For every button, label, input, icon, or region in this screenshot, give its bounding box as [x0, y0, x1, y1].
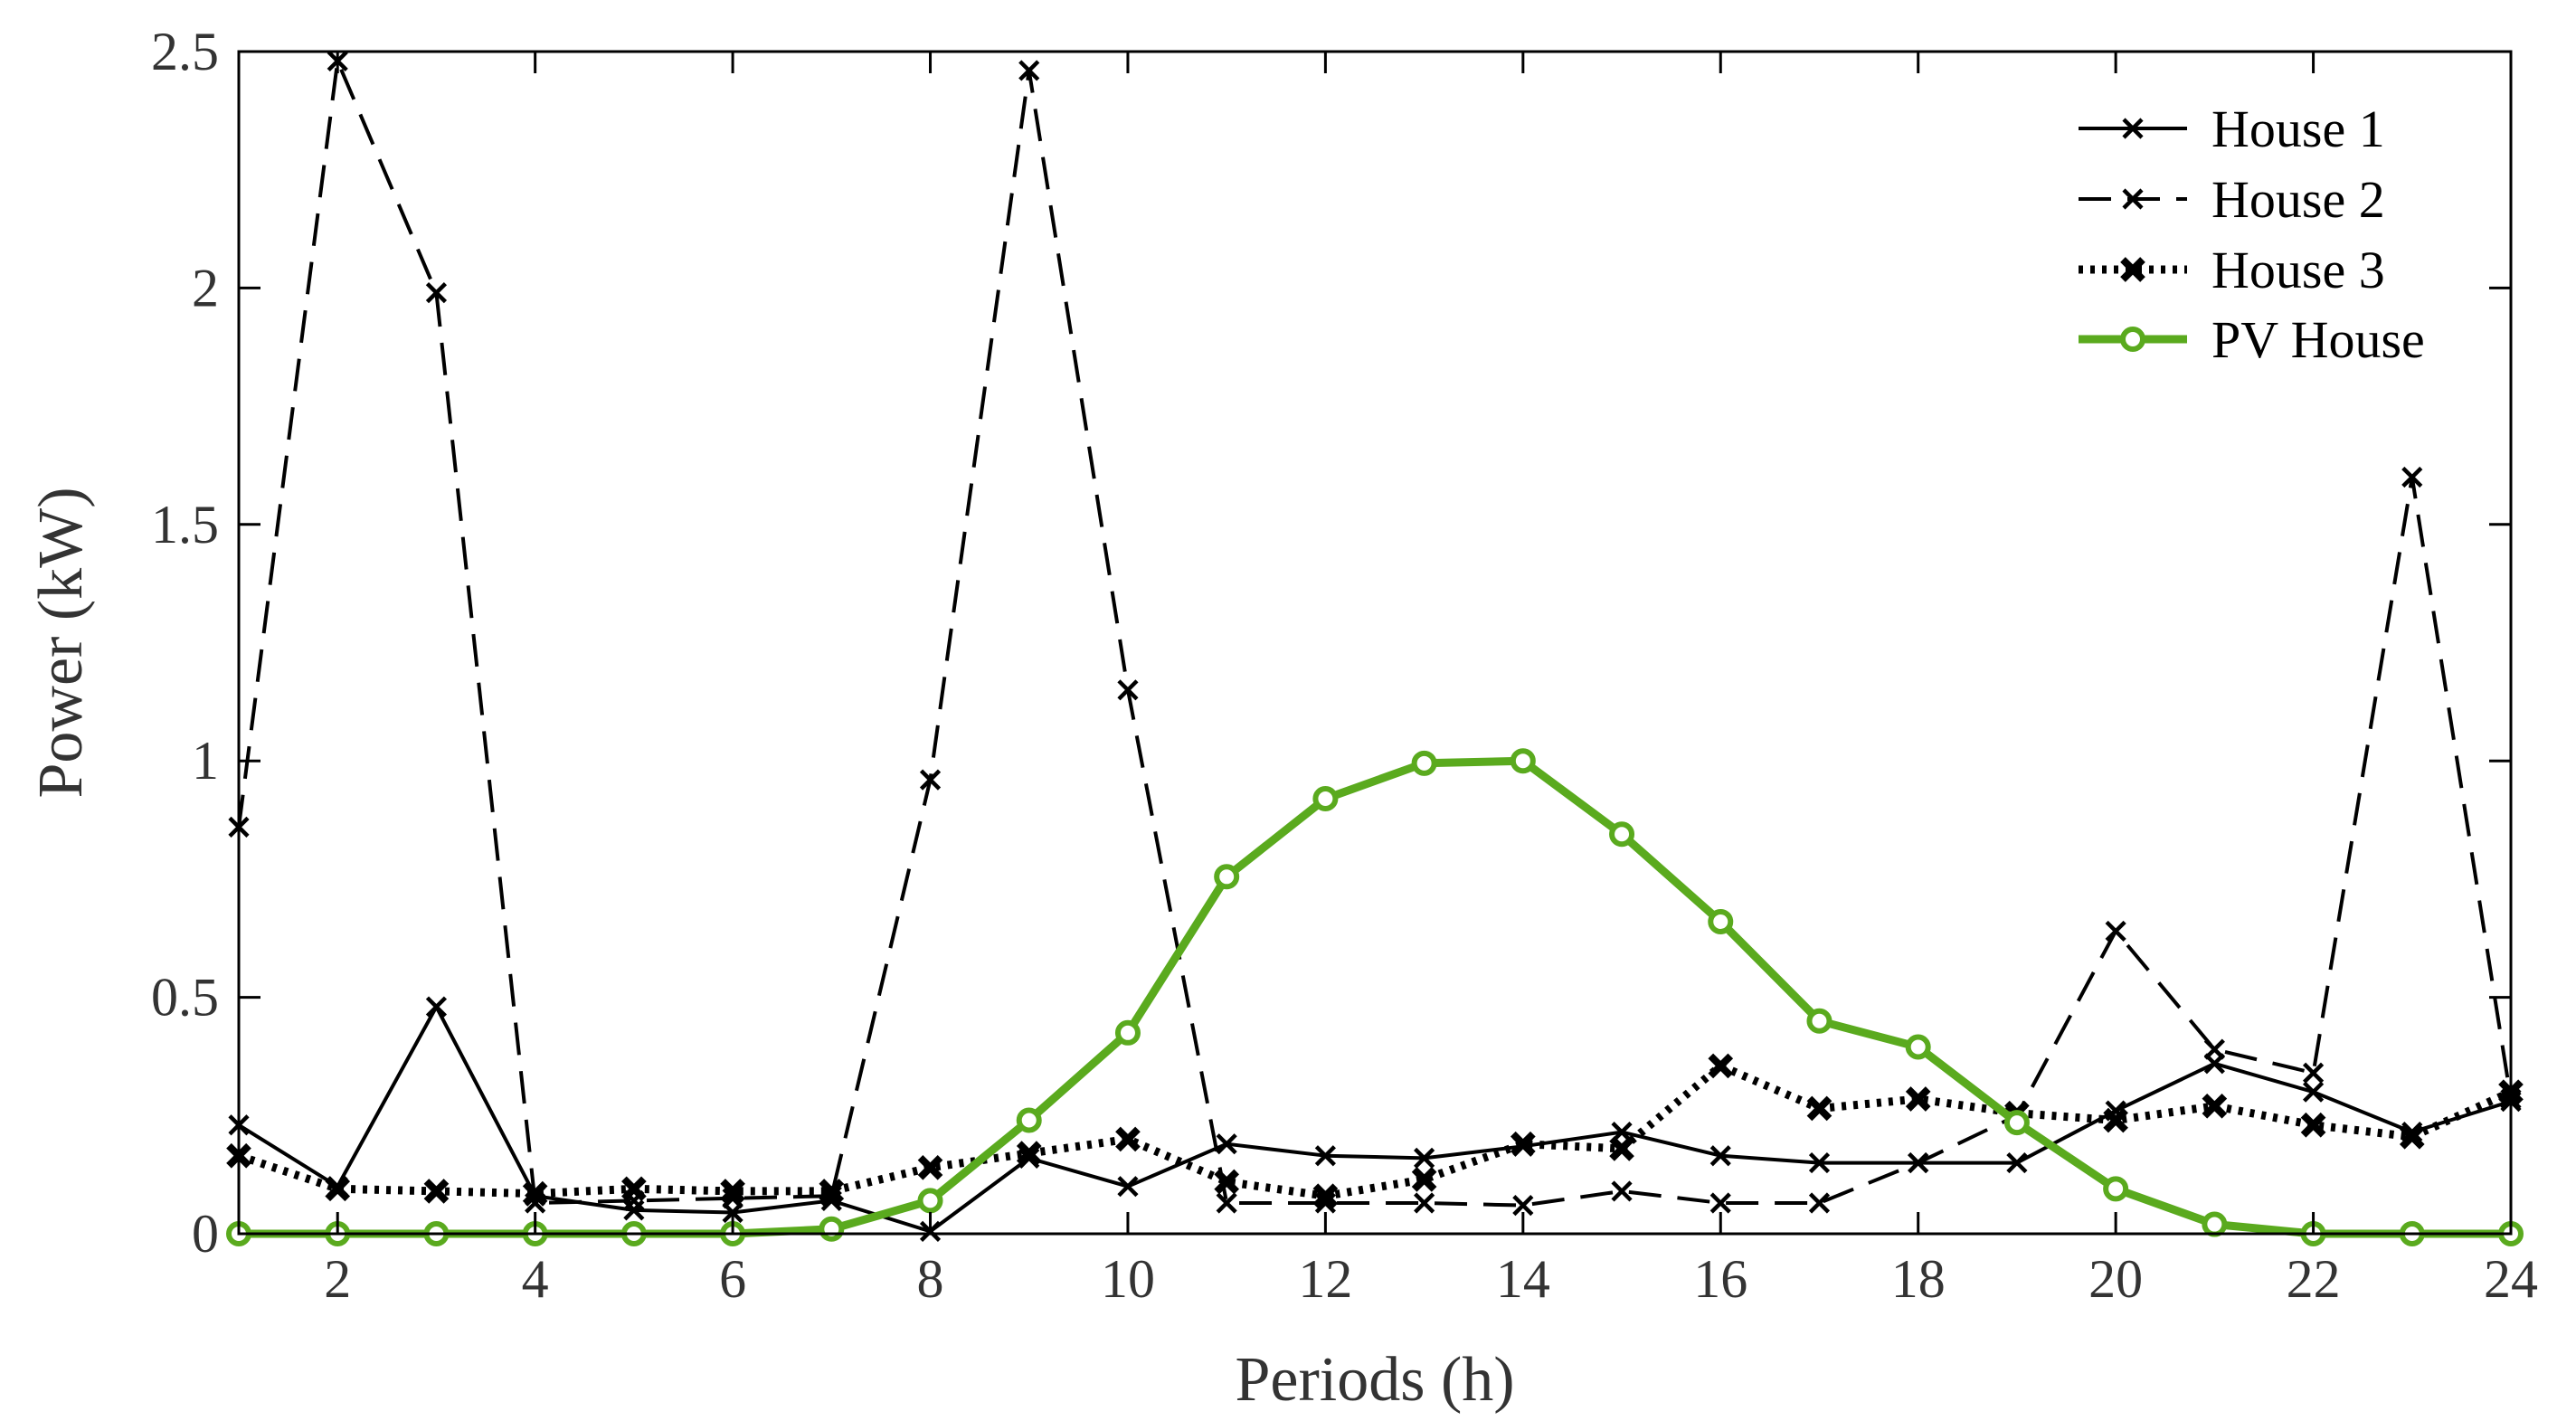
series-house-3 [226, 1053, 2524, 1209]
data-point-house-2 [1908, 1151, 1929, 1174]
data-point-pv-house [1905, 1034, 1931, 1060]
plot-area-frame [237, 50, 2513, 1236]
x-tick-label: 14 [1496, 1249, 1550, 1309]
y-tick-label: 1.5 [151, 495, 219, 554]
data-point-house-2 [1414, 1192, 1435, 1214]
data-point-house-2 [2203, 1038, 2225, 1060]
legend-entry-house-1: House 1 [2079, 99, 2385, 158]
data-point-house-3 [819, 1179, 845, 1204]
x-tick-label: 12 [1298, 1249, 1352, 1309]
data-point-house-3 [522, 1180, 548, 1207]
data-point-house-2 [1216, 1192, 1237, 1214]
x-tick-label: 24 [2484, 1249, 2538, 1309]
data-point-house-2 [919, 769, 942, 791]
data-point-house-2 [1709, 1192, 1731, 1214]
data-point-pv-house [2003, 1110, 2030, 1136]
x-tick-label: 6 [719, 1249, 746, 1309]
data-point-house-2 [425, 282, 448, 304]
data-point-pv-house [1510, 748, 1536, 774]
legend-marker-house-1 [2122, 118, 2144, 139]
x-tick-label: 20 [2088, 1249, 2143, 1309]
legend-marker-house-3 [2120, 257, 2145, 282]
legend-entry-house-3: House 3 [2079, 241, 2385, 299]
legend-label-house-1: House 1 [2211, 99, 2385, 158]
legend-marker-house-2 [2122, 188, 2144, 210]
data-point-house-3 [1511, 1131, 1536, 1157]
x-tick-label: 10 [1101, 1249, 1155, 1309]
data-point-pv-house [1214, 864, 1240, 890]
data-point-house-3 [621, 1176, 647, 1202]
data-point-pv-house [1312, 786, 1339, 812]
data-point-pv-house [1609, 821, 1635, 848]
data-point-pv-house [2103, 1176, 2129, 1202]
x-tick-label: 18 [1891, 1249, 1946, 1309]
data-point-house-3 [917, 1154, 943, 1180]
x-axis-label: Periods (h) [1235, 1345, 1514, 1415]
data-point-house-1 [2006, 1151, 2028, 1174]
y-axis-label: Power (kW) [26, 487, 96, 798]
data-point-pv-house [1806, 1008, 1833, 1034]
x-tick-label: 16 [1693, 1249, 1747, 1309]
data-point-house-3 [325, 1176, 351, 1202]
data-point-house-1 [1709, 1145, 1731, 1167]
data-point-house-3 [1115, 1126, 1141, 1152]
data-point-pv-house [1114, 1019, 1141, 1046]
data-point-house-3 [1609, 1136, 1634, 1161]
data-point-house-3 [1214, 1169, 1239, 1195]
data-point-house-1 [1216, 1133, 1237, 1155]
data-point-house-3 [1905, 1086, 1931, 1112]
data-point-house-3 [1806, 1095, 1833, 1122]
y-tick-label: 2.5 [151, 22, 219, 81]
data-point-house-3 [1411, 1167, 1437, 1192]
legend-label-house-3: House 3 [2211, 241, 2385, 299]
x-tick-label: 8 [917, 1249, 944, 1309]
x-tick-label: 2 [324, 1249, 351, 1309]
data-point-house-2 [1611, 1180, 1633, 1202]
data-point-pv-house [917, 1188, 943, 1214]
data-point-house-3 [2399, 1124, 2425, 1150]
y-tick-label: 0 [192, 1204, 219, 1264]
data-point-house-1 [2302, 1081, 2325, 1103]
data-point-pv-house [819, 1216, 845, 1242]
legend-label-house-2: House 2 [2211, 170, 2385, 229]
y-tick-label: 1 [192, 731, 219, 791]
data-point-house-2 [1512, 1195, 1534, 1217]
data-point-house-3 [2300, 1112, 2326, 1138]
series-line-house-1 [237, 1005, 2512, 1234]
x-tick-label: 4 [522, 1249, 549, 1309]
x-tick-label: 22 [2287, 1249, 2341, 1309]
data-point-house-1 [1808, 1151, 1831, 1174]
data-point-house-2 [2401, 466, 2423, 488]
data-point-house-1 [1414, 1147, 1435, 1169]
data-point-pv-house [1708, 908, 1734, 934]
legend-marker-pv-house [2120, 327, 2145, 352]
data-point-house-2 [1018, 60, 1040, 81]
data-point-house-3 [1016, 1141, 1042, 1166]
data-point-house-3 [1312, 1183, 1339, 1209]
data-point-house-2 [1808, 1192, 1831, 1214]
data-point-pv-house [2202, 1211, 2228, 1237]
y-tick-label: 0.5 [151, 968, 219, 1028]
data-point-house-3 [720, 1179, 745, 1204]
legend-entry-house-2: House 2 [2079, 170, 2385, 229]
data-point-house-3 [1708, 1053, 1734, 1079]
data-point-house-1 [1314, 1145, 1336, 1167]
data-point-pv-house [1016, 1107, 1042, 1133]
legend-label-pv-house: PV House [2211, 310, 2425, 369]
data-point-house-1 [1117, 1176, 1139, 1198]
data-point-house-3 [423, 1179, 450, 1204]
data-point-house-2 [2105, 920, 2126, 943]
data-point-pv-house [1411, 750, 1437, 776]
series-line-house-2 [237, 59, 2513, 1208]
data-point-house-3 [2202, 1094, 2228, 1119]
legend-entry-pv-house: PV House [2079, 310, 2425, 369]
data-point-house-3 [2103, 1107, 2128, 1133]
legend: House 1 House 2 House 3 PV House [2079, 99, 2425, 369]
data-point-house-1 [425, 996, 448, 1018]
data-point-house-2 [1117, 679, 1139, 701]
y-tick-label: 2 [192, 258, 219, 317]
data-point-house-2 [2302, 1062, 2325, 1084]
